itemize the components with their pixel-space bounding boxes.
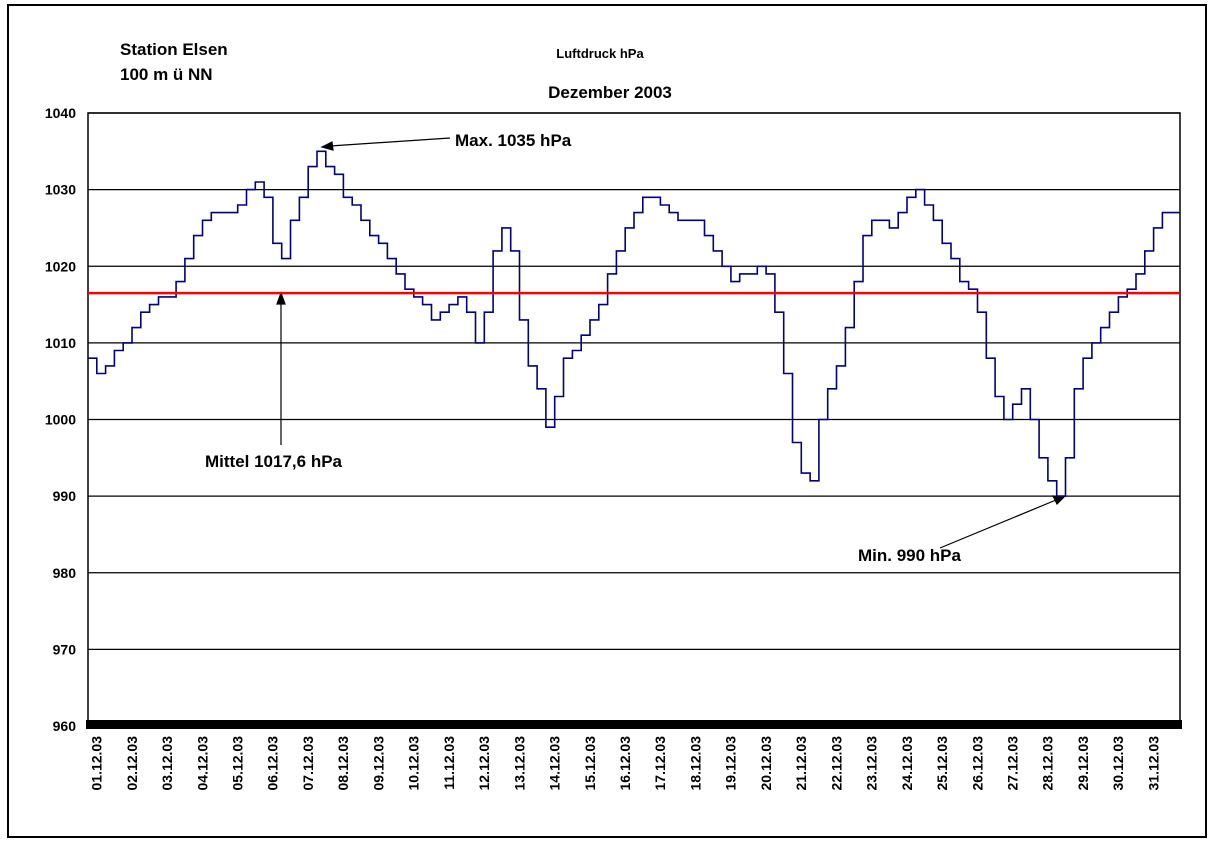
x-tick-label: 27.12.03	[1004, 736, 1020, 791]
x-tick-label: 02.12.03	[124, 736, 140, 791]
chart-title: Luftdruck hPa	[556, 46, 644, 61]
x-tick-label: 13.12.03	[511, 736, 527, 791]
arrows	[276, 137, 1066, 549]
x-tick-label: 31.12.03	[1145, 736, 1161, 791]
y-tick-label: 990	[53, 488, 77, 504]
chart-subtitle: Dezember 2003	[548, 83, 672, 102]
x-tick-label: 11.12.03	[441, 736, 457, 790]
station-name: Station Elsen	[120, 40, 228, 59]
x-tick-label: 01.12.03	[89, 736, 105, 791]
x-tick-label: 26.12.03	[969, 736, 985, 791]
y-tick-label: 1030	[45, 182, 76, 198]
x-tick-label: 06.12.03	[265, 736, 281, 791]
x-tick-label: 03.12.03	[159, 736, 175, 791]
x-tick-label: 10.12.03	[406, 736, 422, 791]
station-height: 100 m ü NN	[120, 65, 213, 84]
max-annotation: Max. 1035 hPa	[455, 131, 572, 150]
x-tick-label: 21.12.03	[793, 736, 809, 791]
x-tick-label: 14.12.03	[547, 736, 563, 791]
x-tick-label: 05.12.03	[230, 736, 246, 791]
x-tick-label: 12.12.03	[476, 736, 492, 791]
y-tick-label: 970	[53, 641, 77, 657]
x-axis-band	[86, 720, 1182, 729]
x-tick-label: 07.12.03	[300, 736, 316, 791]
x-tick-label: 16.12.03	[617, 736, 633, 791]
x-tick-label: 30.12.03	[1110, 736, 1126, 791]
x-tick-label: 29.12.03	[1075, 736, 1091, 791]
x-tick-label: 08.12.03	[335, 736, 351, 791]
y-tick-label: 1040	[45, 105, 76, 121]
x-tick-label: 18.12.03	[687, 736, 703, 791]
frame	[7, 4, 1207, 838]
x-tick-label: 17.12.03	[652, 736, 668, 791]
x-tick-label: 04.12.03	[194, 736, 210, 791]
x-tick-label: 28.12.03	[1040, 736, 1056, 791]
x-tick-label: 20.12.03	[758, 736, 774, 791]
y-tick-label: 1020	[45, 258, 76, 274]
x-tick-label: 22.12.03	[828, 736, 844, 791]
min-annotation: Min. 990 hPa	[858, 546, 962, 565]
x-tick-label: 09.12.03	[370, 736, 386, 791]
y-tick-label: 980	[53, 565, 77, 581]
y-tick-label: 1010	[45, 335, 76, 351]
x-tick-label: 15.12.03	[582, 736, 598, 791]
mean-annotation: Mittel 1017,6 hPa	[205, 452, 343, 471]
y-tick-label: 1000	[45, 412, 76, 428]
x-tick-label: 24.12.03	[899, 736, 915, 791]
y-tick-label: 960	[53, 718, 77, 734]
x-tick-label: 25.12.03	[934, 736, 950, 791]
x-tick-label: 23.12.03	[864, 736, 880, 791]
x-tick-label: 19.12.03	[723, 736, 739, 791]
pressure-line	[88, 150, 1180, 497]
